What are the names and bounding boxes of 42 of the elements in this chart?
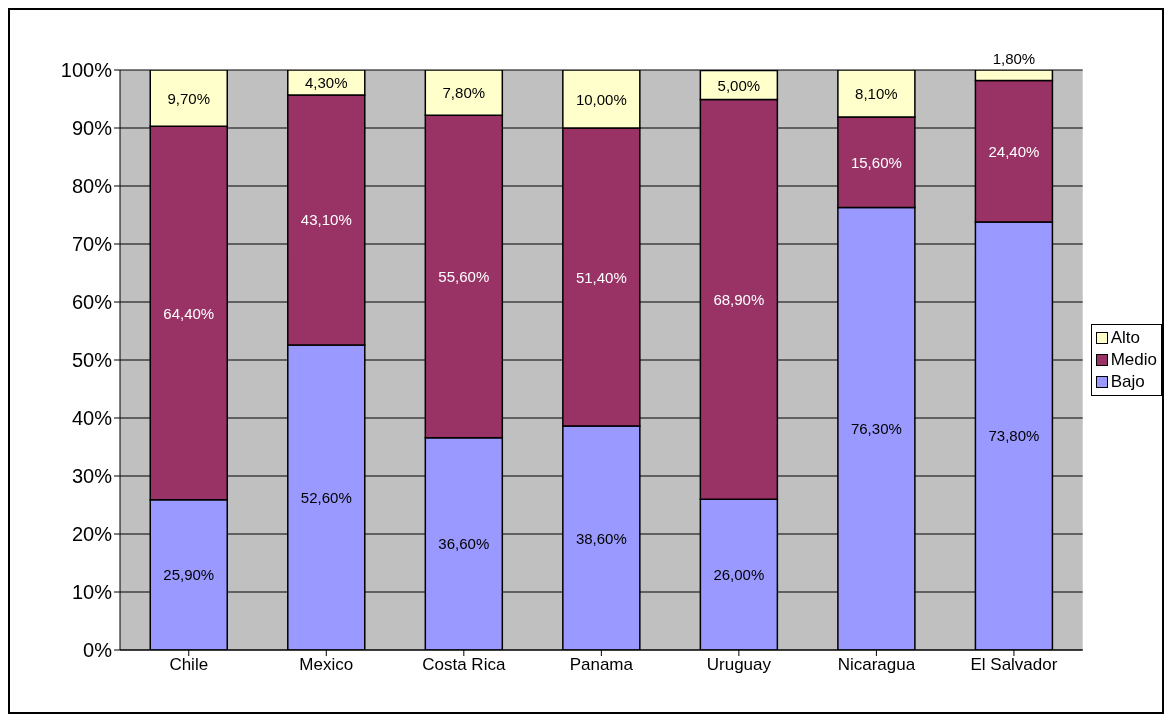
data-label: 43,10% [300,211,352,229]
x-tick-label: El Salvador [970,655,1058,675]
legend-label: Alto [1110,327,1140,349]
y-tick-label: 60% [71,291,113,314]
legend-label: Bajo [1110,371,1145,393]
data-label: 52,60% [300,488,352,506]
y-tick-label: 20% [71,523,113,546]
x-tick-label: Uruguay [706,655,772,675]
x-tick-label: Mexico [299,655,354,675]
x-tick-label: Costa Rica [422,655,506,675]
y-tick-label: 0% [83,639,113,662]
data-label: 1,80% [992,50,1036,67]
x-tick-label: Nicaragua [837,655,916,675]
data-label: 36,60% [438,535,490,553]
data-label: 38,60% [575,529,627,547]
y-tick-label: 90% [71,117,113,140]
data-label: 76,30% [850,420,902,438]
x-tick-label: Chile [169,655,209,675]
x-tick-label: Panama [569,655,634,675]
y-tick-label: 70% [71,233,113,256]
data-label: 51,40% [575,268,627,286]
data-label: 4,30% [305,73,348,91]
data-label: 25,90% [163,566,215,584]
y-tick-label: 30% [71,465,113,488]
data-label: 24,40% [988,142,1040,160]
data-label: 5,00% [717,76,761,94]
y-tick-label: 100% [60,59,113,82]
data-label: 64,40% [163,304,215,322]
data-label: 10,00% [575,90,627,108]
data-label: 68,90% [713,290,765,308]
data-label: 26,00% [713,566,765,584]
y-tick-label: 80% [71,175,113,198]
data-label: 7,80% [442,84,486,102]
legend-label: Medio [1110,349,1157,371]
data-label: 8,10% [855,84,898,102]
y-tick-label: 40% [71,407,113,430]
y-tick-label: 10% [71,581,113,604]
data-label: 15,60% [850,153,902,171]
data-label: 9,70% [167,89,211,107]
data-label: 73,80% [988,427,1040,445]
y-tick-label: 50% [71,349,113,372]
data-label: 55,60% [438,267,490,285]
